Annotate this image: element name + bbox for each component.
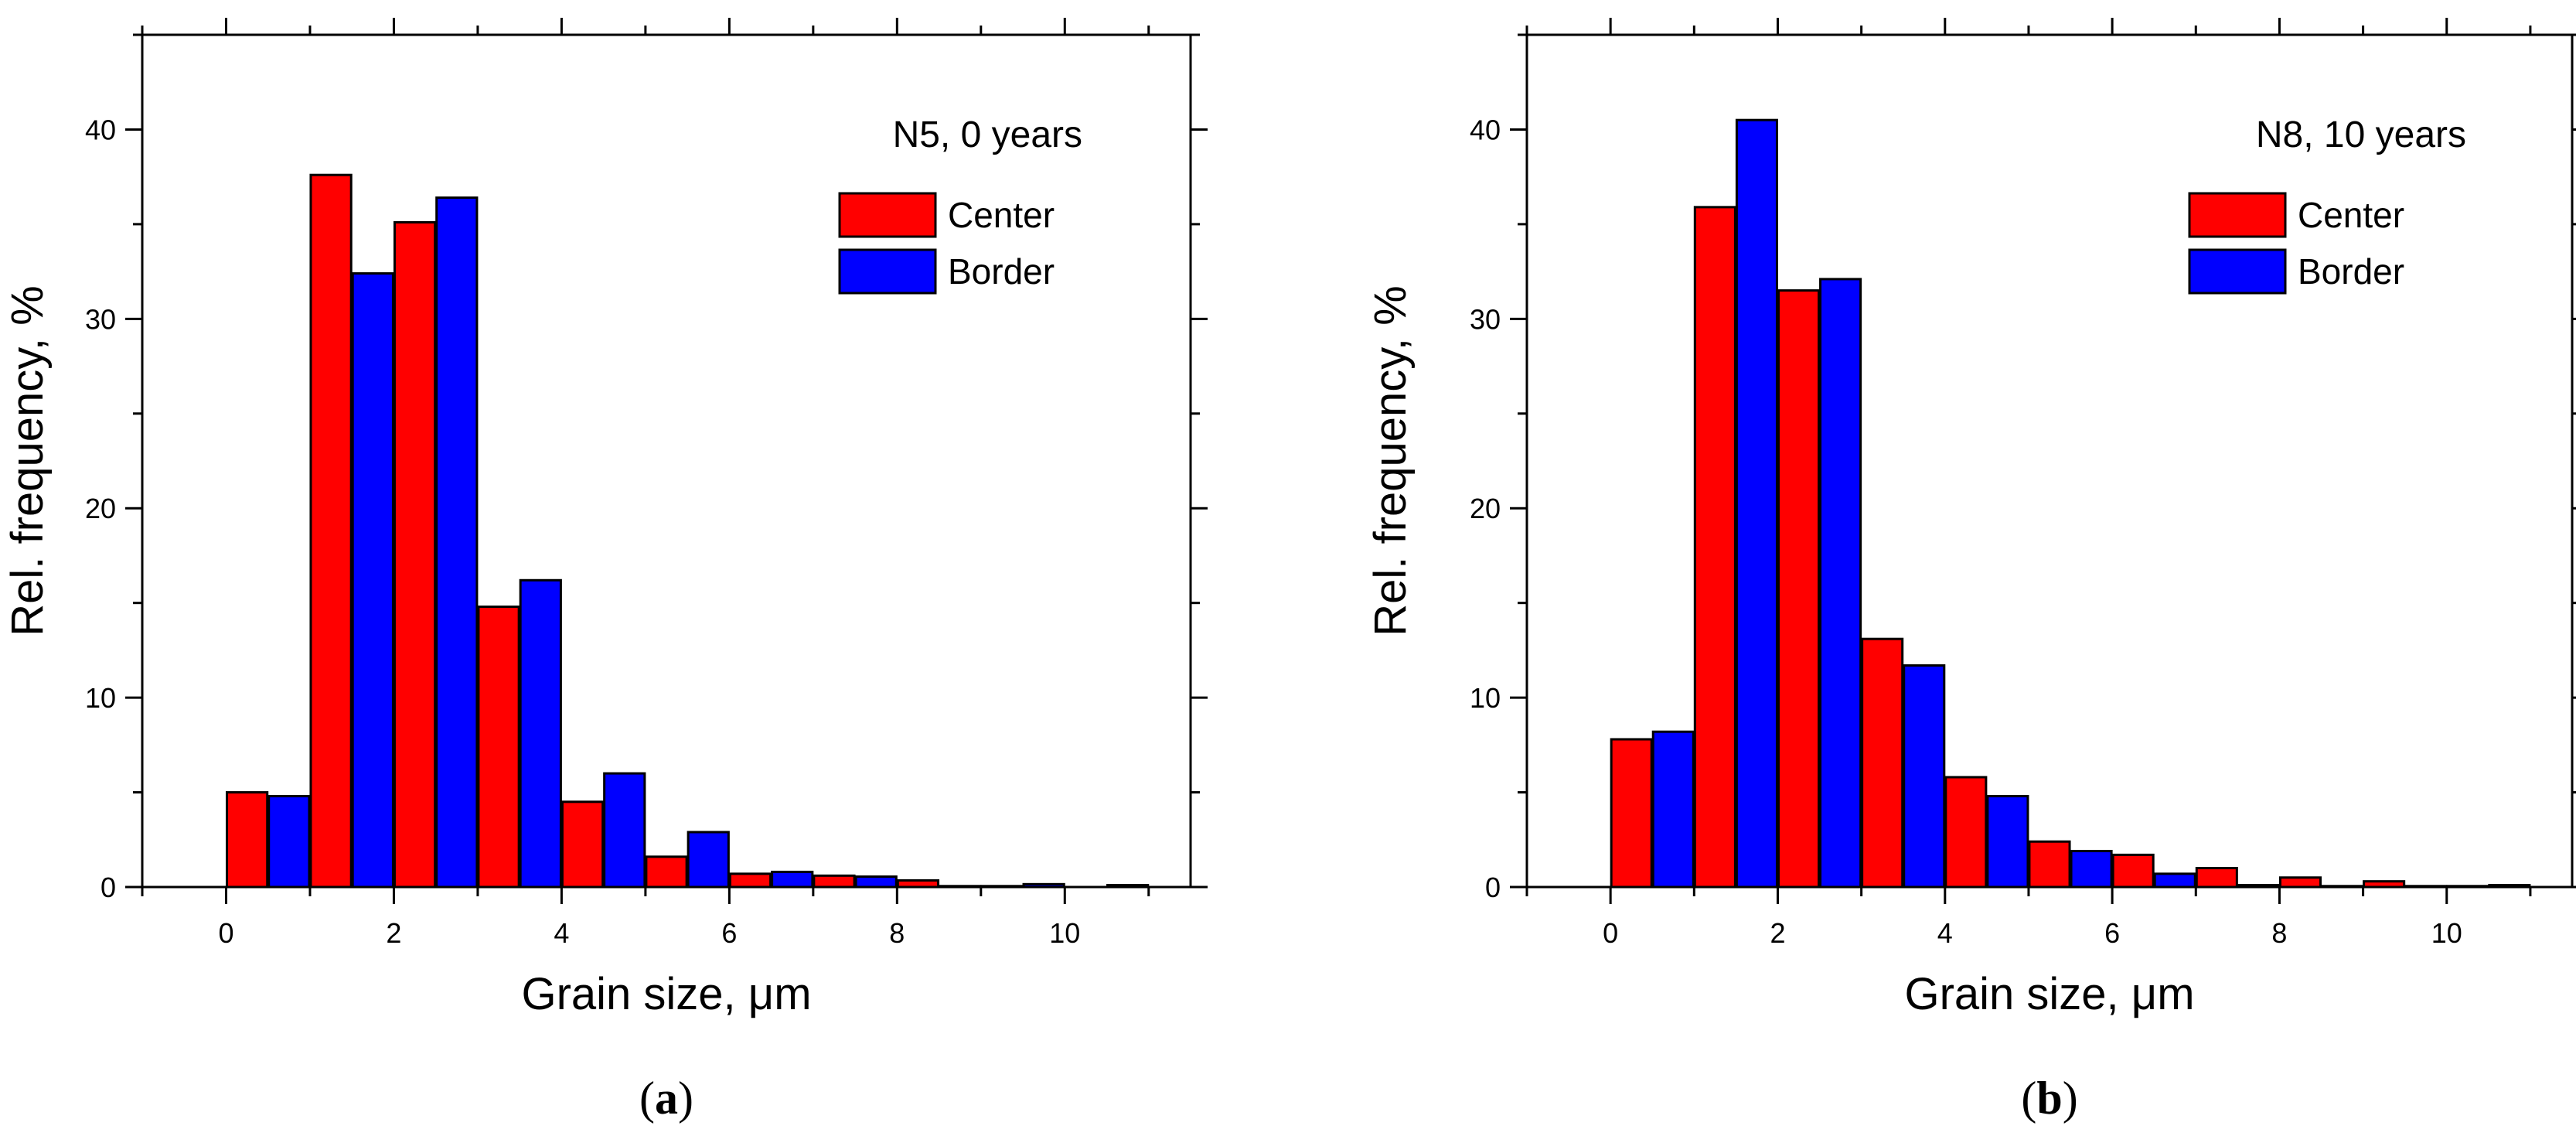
bar-center-bin-5 (645, 855, 688, 889)
legend: N8, 10 years Center Border (2188, 114, 2466, 295)
bar-border-bin-0 (267, 794, 311, 889)
bar-border-bin-1 (351, 272, 394, 889)
x-tick-label: 6 (2104, 917, 2120, 949)
bar-center-bin-0 (225, 791, 269, 889)
y-tick-label: 10 (85, 682, 116, 714)
x-tick-label: 10 (1049, 917, 1080, 949)
y-axis-title: Rel. frequency, % (1365, 285, 1416, 636)
legend-swatch-center (838, 192, 937, 238)
bar-center-bin-4 (561, 800, 605, 889)
legend-swatch-border (838, 248, 937, 295)
x-axis-title: Grain size, μm (1904, 969, 2194, 1019)
legend-swatch-center (2188, 192, 2287, 238)
y-tick-label: 0 (101, 872, 116, 903)
bar-center-bin-8 (2278, 876, 2322, 889)
y-tick-label: 0 (1485, 872, 1501, 903)
x-tick-label: 8 (2271, 917, 2287, 949)
bar-center-bin-3 (477, 606, 520, 889)
y-tick-label: 30 (1470, 303, 1501, 335)
bar-border-bin-4 (1986, 794, 2029, 889)
bar-border-bin-0 (1651, 730, 1695, 889)
y-tick-label: 40 (85, 114, 116, 145)
x-tick-label: 0 (218, 917, 233, 949)
x-tick-label: 0 (1603, 917, 1618, 949)
x-tick-label: 2 (1770, 917, 1785, 949)
legend: N5, 0 years Center Border (838, 114, 1082, 295)
x-tick-label: 10 (2431, 917, 2462, 949)
y-axis-title: Rel. frequency, % (2, 285, 53, 636)
bar-center-bin-7 (2195, 867, 2238, 889)
x-tick-label: 4 (1937, 917, 1953, 949)
bar-center-bin-3 (1861, 637, 1904, 889)
legend-label-center: Center (948, 195, 1055, 235)
y-tick-label: 30 (85, 303, 116, 335)
bar-center-bin-7 (813, 874, 856, 889)
bar-center-bin-1 (309, 173, 353, 889)
bar-center-bin-2 (393, 220, 437, 889)
caption-letter: b (2036, 1073, 2062, 1124)
bar-border-bin-5 (687, 831, 730, 889)
bar-border-bin-6 (771, 870, 814, 889)
chart-panel-a: 0 2 4 6 8 10 0 10 20 30 40 Grain size, μm Rel. frequ… (2, 18, 1208, 1124)
x-tick-label: 4 (554, 917, 569, 949)
bar-border-bin-3 (519, 578, 562, 889)
plot-frame (1525, 33, 2574, 889)
caption-open: ( (639, 1073, 655, 1124)
bar-border-bin-2 (435, 196, 479, 889)
caption-open: ( (2021, 1073, 2036, 1124)
bar-center-bin-4 (1944, 776, 1988, 889)
caption-letter: a (655, 1073, 678, 1124)
x-tick-label: 8 (889, 917, 905, 949)
bar-center-bin-2 (1777, 289, 1821, 889)
bar-border-bin-2 (1819, 278, 1862, 889)
y-tick-label: 10 (1470, 682, 1501, 714)
bar-border-bin-5 (2070, 849, 2113, 889)
bar-border-bin-3 (1903, 664, 1946, 889)
bar-center-bin-5 (2028, 840, 2071, 889)
bar-center-bin-1 (1693, 206, 1736, 889)
plot-frame (141, 33, 1192, 889)
y-tick-label: 20 (1470, 493, 1501, 524)
legend-title: N8, 10 years (2256, 114, 2466, 155)
legend-label-center: Center (2298, 195, 2404, 235)
x-tick-label: 2 (386, 917, 401, 949)
caption-close: ) (678, 1073, 693, 1124)
bar-center-bin-0 (1610, 738, 1653, 889)
bar-border-bin-6 (2153, 872, 2196, 889)
bar-border-bin-4 (603, 772, 646, 889)
bar-border-bin-7 (854, 875, 898, 889)
bar-border-bin-1 (1735, 118, 1778, 889)
chart-panel-b: 0 2 4 6 8 10 0 10 20 30 40 Grain size, μm Rel. frequ… (1365, 18, 2576, 1124)
legend-swatch-border (2188, 248, 2287, 295)
legend-title: N5, 0 years (893, 114, 1082, 155)
x-tick-label: 6 (721, 917, 737, 949)
legend-label-border: Border (948, 251, 1055, 292)
panel-caption: (b) (2021, 1073, 2077, 1124)
x-axis-title: Grain size, μm (521, 969, 811, 1019)
y-tick-label: 20 (85, 493, 116, 524)
y-tick-label: 40 (1470, 114, 1501, 145)
caption-close: ) (2063, 1073, 2078, 1124)
bar-center-bin-6 (728, 872, 772, 889)
legend-label-border: Border (2298, 251, 2404, 292)
bar-center-bin-6 (2111, 853, 2155, 889)
panel-caption: (a) (639, 1073, 693, 1124)
